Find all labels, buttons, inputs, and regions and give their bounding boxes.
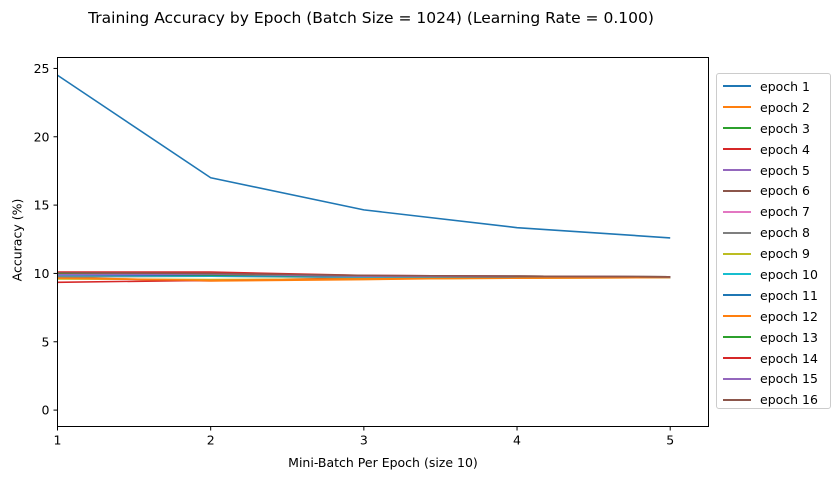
- x-tick-label: 5: [666, 433, 674, 448]
- legend-label: epoch 16: [760, 392, 818, 408]
- legend-label: epoch 4: [760, 141, 810, 157]
- legend-label: epoch 10: [760, 266, 818, 282]
- legend-item: epoch 14: [717, 348, 830, 369]
- legend-item: epoch 9: [717, 243, 830, 264]
- x-tick-label: 2: [207, 433, 215, 448]
- legend-swatch: [723, 106, 751, 109]
- legend-swatch: [723, 315, 751, 318]
- y-tick-label: 10: [34, 266, 50, 281]
- legend-swatch: [723, 357, 751, 360]
- legend-label: epoch 14: [760, 350, 818, 366]
- legend-label: epoch 8: [760, 225, 810, 241]
- y-axis-ticks: 0 5 10 15 20 25: [34, 61, 58, 418]
- legend-swatch: [723, 336, 751, 339]
- legend-swatch: [723, 169, 751, 171]
- legend-swatch: [723, 127, 751, 130]
- legend-item: epoch 2: [717, 97, 830, 118]
- legend-item: epoch 7: [717, 201, 830, 222]
- y-tick-label: 15: [34, 198, 50, 213]
- legend-item: epoch 11: [717, 285, 830, 306]
- y-tick-label: 20: [34, 129, 50, 144]
- legend-label: epoch 1: [760, 78, 810, 94]
- legend-swatch: [723, 252, 751, 255]
- plot-frame: [57, 57, 709, 427]
- x-tick-label: 3: [360, 433, 368, 448]
- legend-label: epoch 12: [760, 308, 818, 324]
- x-axis-label: Mini-Batch Per Epoch (size 10): [288, 455, 478, 470]
- legend-swatch: [723, 398, 751, 401]
- legend-item: epoch 15: [717, 368, 830, 389]
- y-tick-label: 5: [42, 334, 50, 349]
- legend-item: epoch 1: [717, 76, 830, 97]
- legend: epoch 1 epoch 2 epoch 3 epoch 4 epoch 5 epoch…: [716, 73, 831, 409]
- legend-label: epoch 5: [760, 162, 810, 178]
- legend-label: epoch 11: [760, 287, 818, 303]
- legend-swatch: [723, 231, 751, 234]
- legend-item: epoch 10: [717, 264, 830, 285]
- legend-label: epoch 13: [760, 329, 818, 345]
- legend-item: epoch 4: [717, 139, 830, 160]
- legend-label: epoch 3: [760, 120, 810, 136]
- legend-swatch: [723, 210, 751, 213]
- x-tick-label: 4: [513, 433, 521, 448]
- y-tick-label: 0: [42, 403, 50, 418]
- series-line-16: [57, 271, 671, 278]
- legend-label: epoch 6: [760, 183, 810, 199]
- y-tick-label: 25: [34, 61, 50, 76]
- legend-label: epoch 7: [760, 204, 810, 220]
- legend-label: epoch 9: [760, 246, 810, 262]
- legend-label: epoch 2: [760, 99, 810, 115]
- legend-item: epoch 6: [717, 180, 830, 201]
- legend-swatch: [723, 148, 751, 151]
- legend-item: epoch 13: [717, 327, 830, 348]
- legend-item: epoch 3: [717, 118, 830, 139]
- plot-lines: [57, 74, 671, 284]
- legend-item: epoch 8: [717, 222, 830, 243]
- legend-swatch: [723, 294, 751, 297]
- x-axis-ticks: 1 2 3 4 5: [54, 426, 674, 448]
- legend-item: epoch 16: [717, 389, 830, 410]
- legend-item: epoch 5: [717, 160, 830, 181]
- legend-swatch: [723, 189, 751, 192]
- x-tick-label: 1: [54, 433, 62, 448]
- chart-title: Training Accuracy by Epoch (Batch Size =…: [88, 9, 654, 27]
- legend-swatch: [723, 273, 751, 276]
- legend-label: epoch 15: [760, 371, 818, 387]
- legend-item: epoch 12: [717, 306, 830, 327]
- series-line-12: [57, 276, 671, 282]
- legend-swatch: [723, 85, 751, 88]
- y-axis-label: Accuracy (%): [9, 198, 25, 282]
- series-line-1: [57, 74, 671, 239]
- legend-swatch: [723, 377, 751, 380]
